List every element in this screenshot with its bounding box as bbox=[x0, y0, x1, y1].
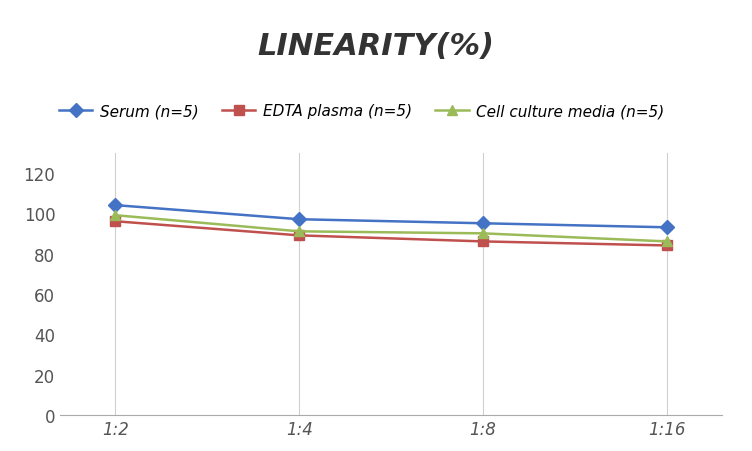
Serum (n=5) bbox=[663, 225, 672, 230]
Cell culture media (n=5) bbox=[478, 231, 487, 236]
Cell culture media (n=5) bbox=[663, 239, 672, 244]
Serum (n=5) bbox=[111, 203, 120, 208]
Line: EDTA plasma (n=5): EDTA plasma (n=5) bbox=[111, 217, 672, 251]
EDTA plasma (n=5) bbox=[663, 243, 672, 249]
Line: Serum (n=5): Serum (n=5) bbox=[111, 201, 672, 233]
EDTA plasma (n=5) bbox=[295, 233, 304, 239]
Serum (n=5) bbox=[295, 217, 304, 222]
Cell culture media (n=5) bbox=[295, 229, 304, 235]
Text: LINEARITY(%): LINEARITY(%) bbox=[257, 32, 495, 60]
Serum (n=5) bbox=[478, 221, 487, 226]
Legend: Serum (n=5), EDTA plasma (n=5), Cell culture media (n=5): Serum (n=5), EDTA plasma (n=5), Cell cul… bbox=[53, 98, 671, 125]
Cell culture media (n=5) bbox=[111, 213, 120, 218]
Line: Cell culture media (n=5): Cell culture media (n=5) bbox=[111, 211, 672, 247]
EDTA plasma (n=5) bbox=[111, 219, 120, 225]
EDTA plasma (n=5) bbox=[478, 239, 487, 244]
